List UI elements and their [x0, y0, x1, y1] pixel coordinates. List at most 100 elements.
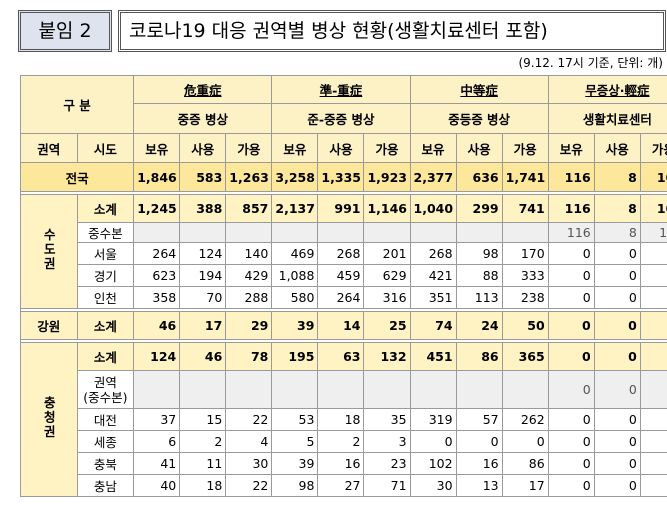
value-cell: 0 — [639, 342, 667, 371]
title: 코로나19 대응 권역별 병상 현황(생활치료센터 포함) — [118, 10, 666, 52]
empty-cell — [317, 222, 365, 243]
value-cell: 316 — [363, 286, 411, 309]
value-cell: 1,335 — [317, 162, 365, 192]
city-cell: 소계 — [76, 194, 135, 223]
sub-header: 사용 — [317, 133, 365, 163]
note: (9.12. 17시 기준, 단위: 개) — [518, 56, 663, 70]
empty-cell — [317, 370, 365, 409]
value-cell: 1,846 — [133, 162, 181, 192]
empty-cell — [179, 370, 227, 409]
value-cell: 140 — [225, 242, 273, 265]
value-cell: 333 — [501, 264, 549, 287]
empty-cell — [271, 370, 319, 409]
value-cell: 116 — [547, 222, 595, 243]
value-cell: 0 — [547, 242, 595, 265]
empty-cell — [225, 370, 273, 409]
value-cell: 262 — [501, 408, 549, 431]
group-hanja: 中等症 — [409, 75, 549, 104]
value-cell: 0 — [501, 430, 549, 453]
value-cell: 0 — [593, 286, 641, 309]
value-cell: 0 — [639, 430, 667, 453]
value-cell: 41 — [133, 452, 181, 475]
group-name: 준-중증 병상 — [271, 103, 411, 134]
value-cell: 0 — [593, 452, 641, 475]
group-hanja: 危重症 — [133, 75, 273, 104]
sub-header: 사용 — [593, 133, 641, 163]
value-cell: 0 — [639, 452, 667, 475]
data-row: 서울26412414046926820126898170000 — [21, 242, 667, 265]
value-cell: 0 — [547, 286, 595, 309]
value-cell: 1,245 — [133, 194, 181, 223]
region-header: 권역 — [20, 133, 78, 163]
value-cell: 319 — [409, 408, 457, 431]
bed-table: 구 분 危重症 準-重症 中等症 무증상·輕症 중증 병상 준-중증 병상 중등증 병상 생활치… — [20, 75, 667, 497]
data-row: 충북4111303916231021686000 — [21, 452, 667, 475]
city-cell: 대전 — [76, 408, 135, 431]
value-cell: 0 — [639, 264, 667, 287]
value-cell: 0 — [593, 430, 641, 453]
value-cell: 623 — [133, 264, 181, 287]
value-cell: 57 — [455, 408, 503, 431]
value-cell: 0 — [639, 474, 667, 497]
empty-cell — [133, 370, 181, 409]
value-cell: 451 — [409, 342, 457, 371]
sub-header: 사용 — [455, 133, 503, 163]
empty-cell — [133, 222, 181, 243]
value-cell: 98 — [271, 474, 319, 497]
value-cell: 40 — [133, 474, 181, 497]
value-cell: 636 — [455, 162, 503, 192]
value-cell: 0 — [639, 311, 667, 340]
city-cell: 서울 — [76, 242, 135, 265]
group-hanja: 準-重症 — [271, 75, 411, 104]
sub-header: 가용 — [225, 133, 273, 163]
value-cell: 86 — [501, 452, 549, 475]
city-cell: 권역 (중수본) — [76, 370, 135, 409]
value-cell: 0 — [547, 474, 595, 497]
value-cell: 195 — [271, 342, 319, 371]
value-cell: 113 — [455, 286, 503, 309]
sub-header: 보유 — [271, 133, 319, 163]
value-cell: 1,263 — [225, 162, 273, 192]
value-cell: 0 — [547, 342, 595, 371]
sub-header: 가용 — [639, 133, 667, 163]
city-cell: 인천 — [76, 286, 135, 309]
value-cell: 23 — [363, 452, 411, 475]
value-cell: 0 — [593, 311, 641, 340]
value-cell: 50 — [501, 311, 549, 340]
region-text: 수도권 — [41, 228, 57, 272]
data-row: 권역 (중수본) 0 0 — [21, 370, 667, 409]
value-cell: 0 — [593, 264, 641, 287]
value-cell: 0 — [455, 430, 503, 453]
region-cell: 수도권 — [20, 194, 78, 309]
value-cell: 22 — [225, 474, 273, 497]
value-cell: 1,088 — [271, 264, 319, 287]
value-cell: 268 — [409, 242, 457, 265]
group-hanja: 무증상·輕症 — [547, 75, 667, 104]
region-cell: 강원 — [20, 311, 78, 340]
header-row: 권역시도보유사용가용보유사용가용보유사용가용보유사용가용 — [20, 133, 667, 163]
sub-header: 보유 — [409, 133, 457, 163]
value-cell: 30 — [225, 452, 273, 475]
value-cell: 2,377 — [409, 162, 457, 192]
sub-header: 가용 — [501, 133, 549, 163]
value-cell: 0 — [593, 370, 641, 409]
value-cell: 16 — [317, 452, 365, 475]
empty-cell — [455, 222, 503, 243]
value-cell: 194 — [179, 264, 227, 287]
region-text: 충청권 — [41, 396, 57, 440]
value-cell: 18 — [179, 474, 227, 497]
value-cell: 2 — [317, 430, 365, 453]
city-cell: 소계 — [76, 342, 135, 371]
value-cell: 580 — [271, 286, 319, 309]
data-row: 충청권소계12446781956313245186365000 — [20, 342, 667, 497]
value-cell: 116 — [547, 194, 595, 223]
value-cell: 74 — [409, 311, 457, 340]
value-cell: 201 — [363, 242, 411, 265]
empty-cell — [363, 222, 411, 243]
value-cell: 459 — [317, 264, 365, 287]
value-cell: 421 — [409, 264, 457, 287]
value-cell: 24 — [455, 311, 503, 340]
empty-cell — [179, 222, 227, 243]
value-cell: 1,146 — [363, 194, 411, 223]
